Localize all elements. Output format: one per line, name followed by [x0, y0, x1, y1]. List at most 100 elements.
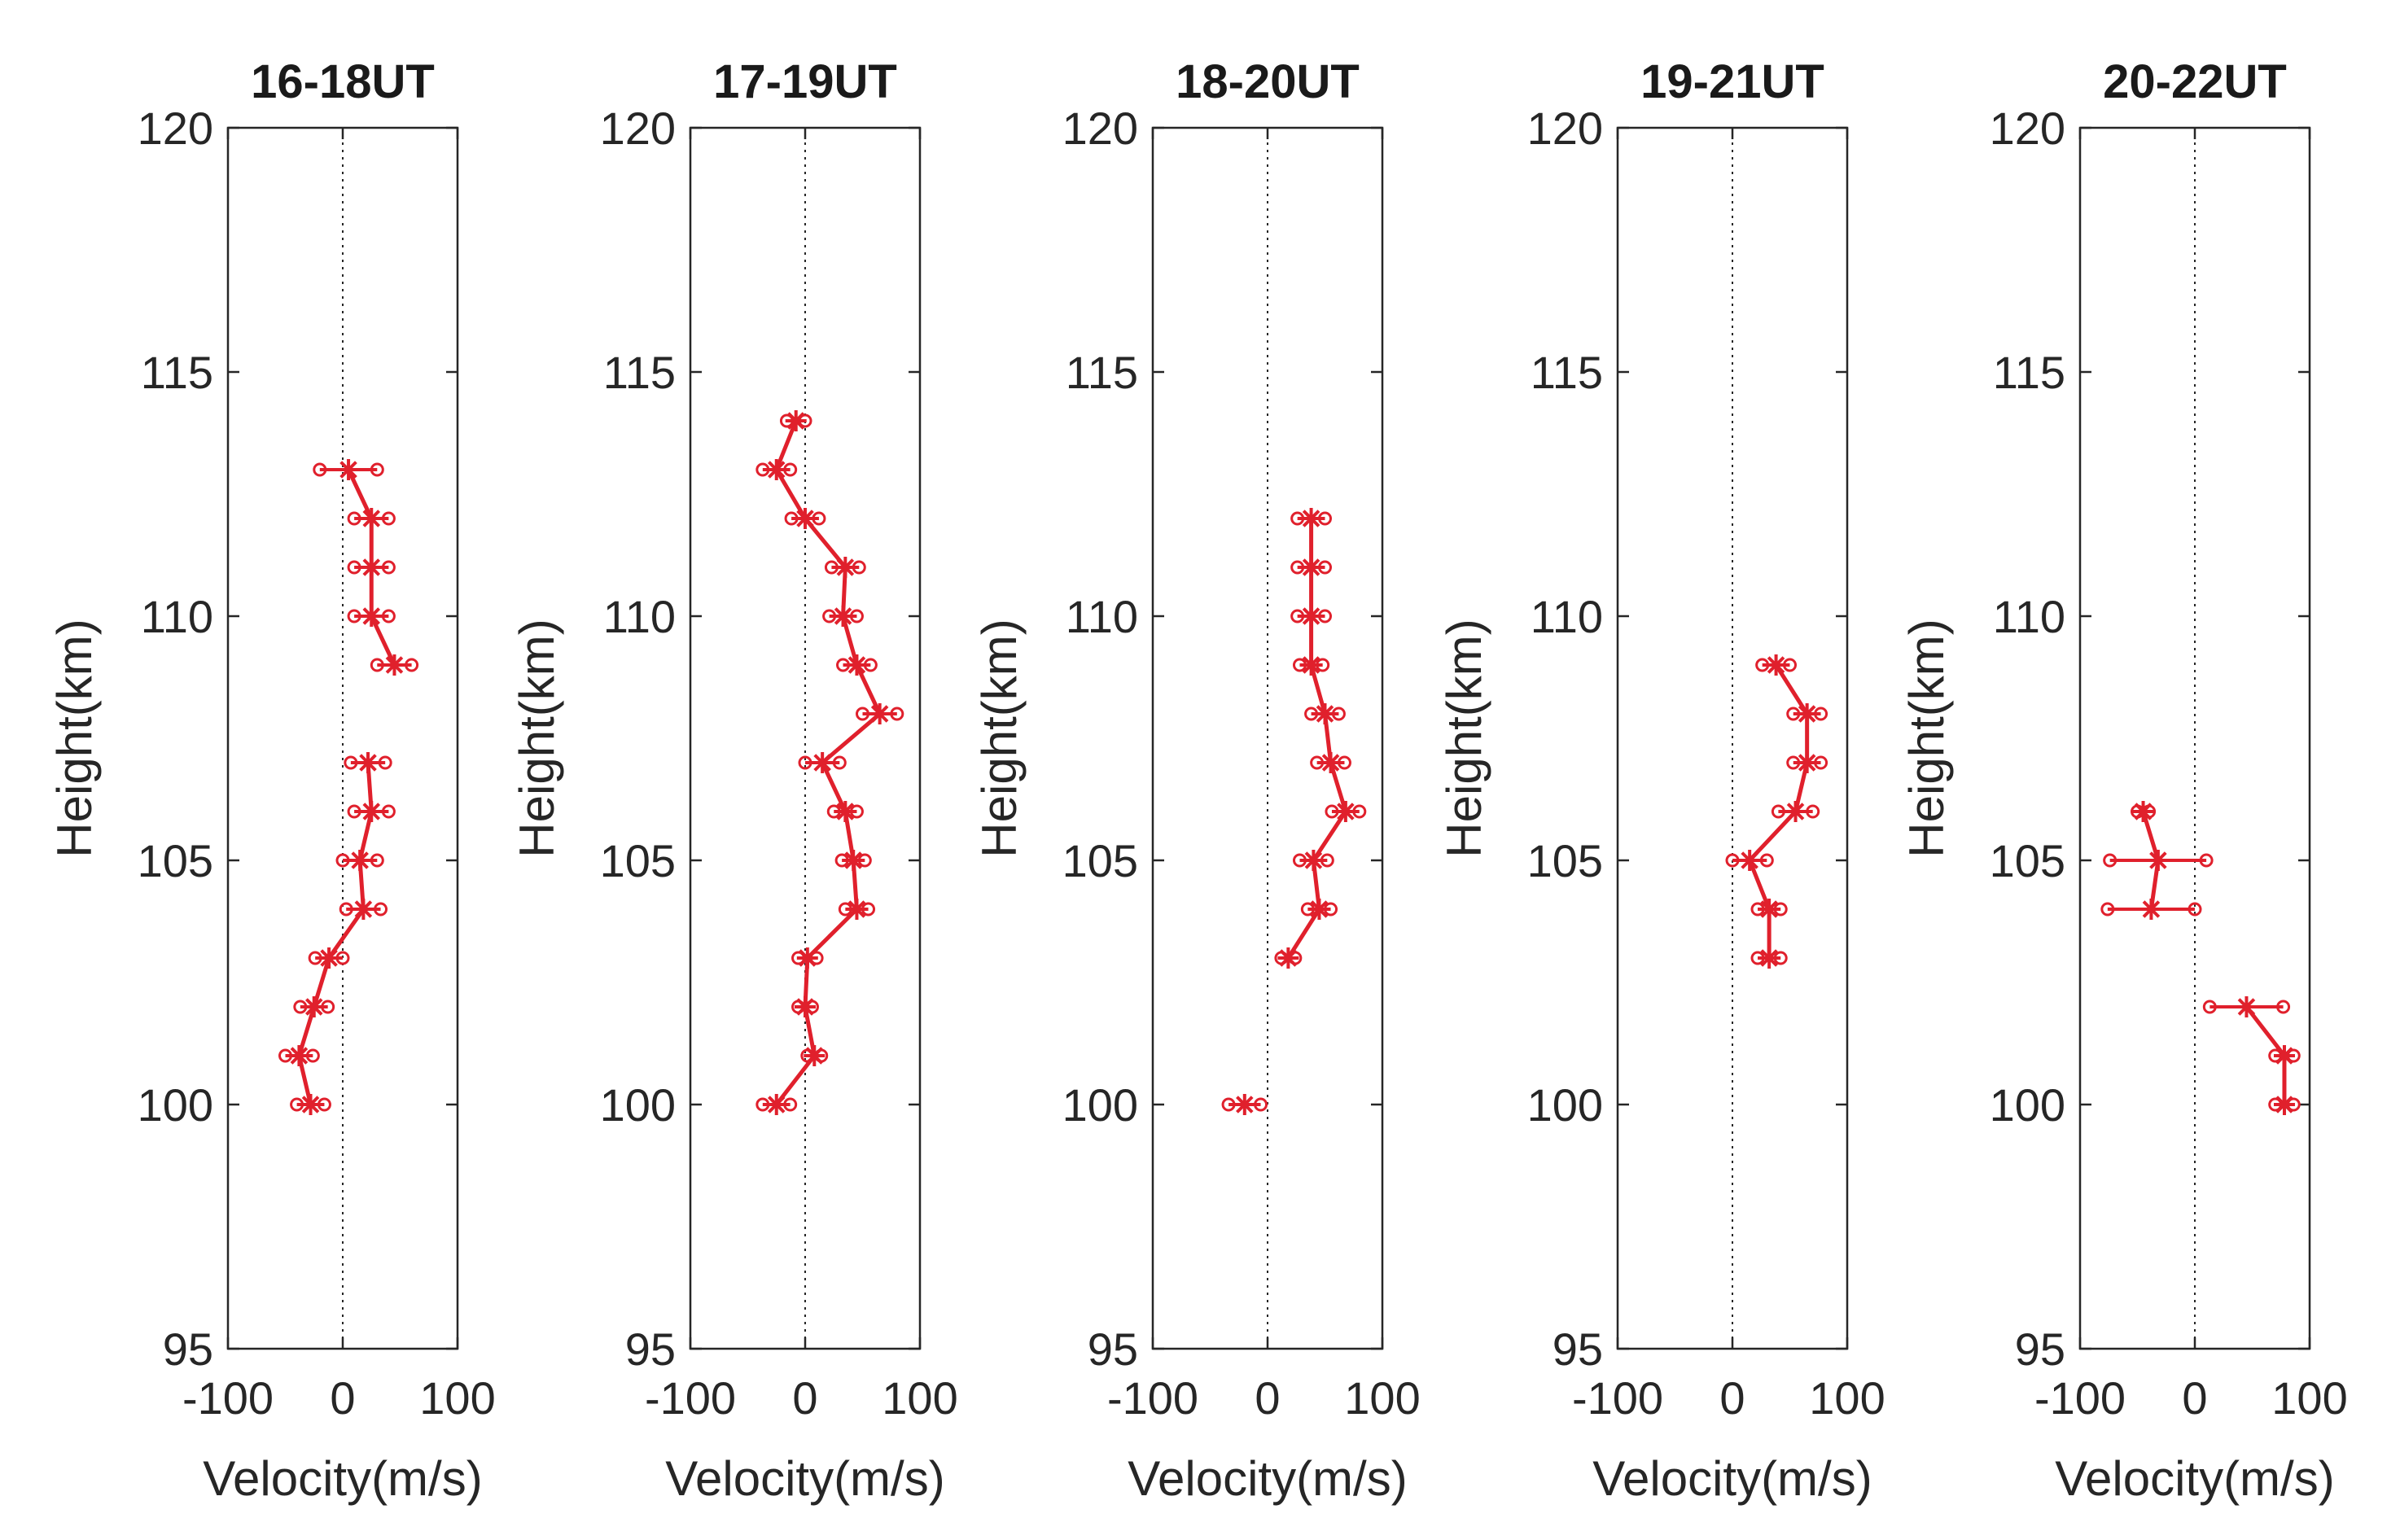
error-cap: [374, 902, 388, 917]
data-point: [812, 752, 834, 773]
data-point: [2273, 1094, 2295, 1115]
data-point: [846, 899, 868, 920]
error-cap: [2202, 1000, 2217, 1014]
error-cap: [2276, 1000, 2291, 1014]
data-point: [1739, 850, 1761, 871]
data-point: [1300, 508, 1322, 529]
error-cap: [1806, 804, 1820, 819]
y-tick-label: 115: [1993, 347, 2065, 398]
series-line: [296, 762, 374, 1105]
error-cap: [1771, 804, 1785, 819]
panel-title: 19-21UT: [1640, 55, 1824, 108]
data-point: [357, 752, 379, 773]
y-tick-label: 105: [1990, 835, 2065, 886]
data-point: [383, 654, 405, 676]
data-point: [338, 459, 360, 480]
panel-1: 16-18UT 95 100 105 110 115 120 -100 0 100 Velocity…: [47, 55, 496, 1506]
data-point: [361, 801, 383, 822]
data-point: [1765, 654, 1787, 676]
data-point: [1785, 801, 1807, 822]
data-point: [1233, 1094, 1255, 1115]
data-point: [795, 996, 816, 1017]
x-tick-label: 100: [419, 1372, 495, 1424]
error-cap: [370, 658, 384, 672]
x-tick-label: 0: [2182, 1372, 2207, 1424]
error-cap: [2100, 902, 2115, 917]
error-cap: [381, 804, 396, 819]
y-tick-label: 120: [1990, 103, 2065, 154]
data-point: [1300, 654, 1322, 676]
y-tick-label: 95: [625, 1323, 676, 1375]
x-tick-label: 0: [1255, 1372, 1280, 1424]
error-cap: [2199, 853, 2214, 868]
panel-5: 20-22UT 95 100 105 110 115 120 -100 0 100 Velocity…: [1899, 55, 2348, 1506]
y-tick-label: 110: [141, 591, 213, 642]
series-line: [1286, 518, 1348, 960]
data-point: [804, 1045, 826, 1066]
y-tick-label: 105: [1062, 835, 1138, 886]
data-point: [1796, 703, 1818, 724]
x-tick-label: -100: [182, 1372, 274, 1424]
y-tick-label: 110: [1993, 591, 2065, 642]
y-tick-label: 115: [603, 347, 676, 398]
y-tick-label: 105: [600, 835, 676, 886]
panel-title: 16-18UT: [251, 55, 435, 108]
data-point: [1334, 801, 1356, 822]
data-point: [1320, 752, 1342, 773]
y-tick-label: 100: [1062, 1079, 1138, 1131]
y-axis-label: Height(km): [972, 619, 1027, 857]
data-point: [2140, 899, 2162, 920]
data-point: [834, 801, 856, 822]
error-cap: [890, 707, 904, 721]
data-point: [796, 947, 818, 969]
x-tick-label: 100: [2271, 1372, 2347, 1424]
x-axis-label: Velocity(m/s): [665, 1451, 944, 1506]
y-tick-label: 110: [603, 591, 676, 642]
x-axis-label: Velocity(m/s): [203, 1451, 482, 1506]
error-cap: [1725, 853, 1740, 868]
data-point: [765, 1094, 787, 1115]
y-tick-label: 105: [1527, 835, 1603, 886]
y-tick-label: 120: [138, 103, 213, 154]
panel-title: 17-19UT: [713, 55, 897, 108]
data-point: [1308, 899, 1330, 920]
x-tick-label: -100: [2034, 1372, 2126, 1424]
y-tick-label: 110: [1066, 591, 1138, 642]
x-tick-label: -100: [1572, 1372, 1663, 1424]
x-axis-label: Velocity(m/s): [1592, 1451, 1872, 1506]
error-cap: [347, 511, 361, 526]
data-point: [2236, 996, 2258, 1017]
error-cap: [1759, 853, 1774, 868]
data-point: [795, 508, 816, 529]
error-cap: [370, 853, 384, 868]
y-axis-label: Height(km): [1437, 619, 1491, 857]
error-cap: [381, 511, 396, 526]
error-cap: [347, 560, 361, 575]
y-tick-label: 105: [138, 835, 213, 886]
x-tick-label: 0: [792, 1372, 817, 1424]
data-point: [1303, 850, 1325, 871]
data-point: [843, 850, 865, 871]
y-axis-label: Height(km): [510, 619, 564, 857]
y-tick-label: 95: [1553, 1323, 1603, 1375]
error-cap: [381, 560, 396, 575]
y-axis-label: Height(km): [1899, 619, 1954, 857]
data-point: [1796, 752, 1818, 773]
data-point: [1300, 606, 1322, 627]
x-axis-label: Velocity(m/s): [2055, 1451, 2334, 1506]
error-cap: [344, 755, 358, 770]
y-tick-label: 115: [1531, 347, 1603, 398]
x-tick-label: -100: [1107, 1372, 1198, 1424]
data-point: [869, 703, 891, 724]
data-point: [1277, 947, 1299, 969]
x-tick-label: 100: [1809, 1372, 1885, 1424]
error-cap: [378, 755, 392, 770]
error-cap: [335, 853, 350, 868]
error-cap: [370, 462, 384, 477]
data-point: [1314, 703, 1336, 724]
data-point: [832, 606, 854, 627]
y-tick-label: 120: [1062, 103, 1138, 154]
data-point: [1758, 947, 1780, 969]
data-point: [2273, 1045, 2295, 1066]
